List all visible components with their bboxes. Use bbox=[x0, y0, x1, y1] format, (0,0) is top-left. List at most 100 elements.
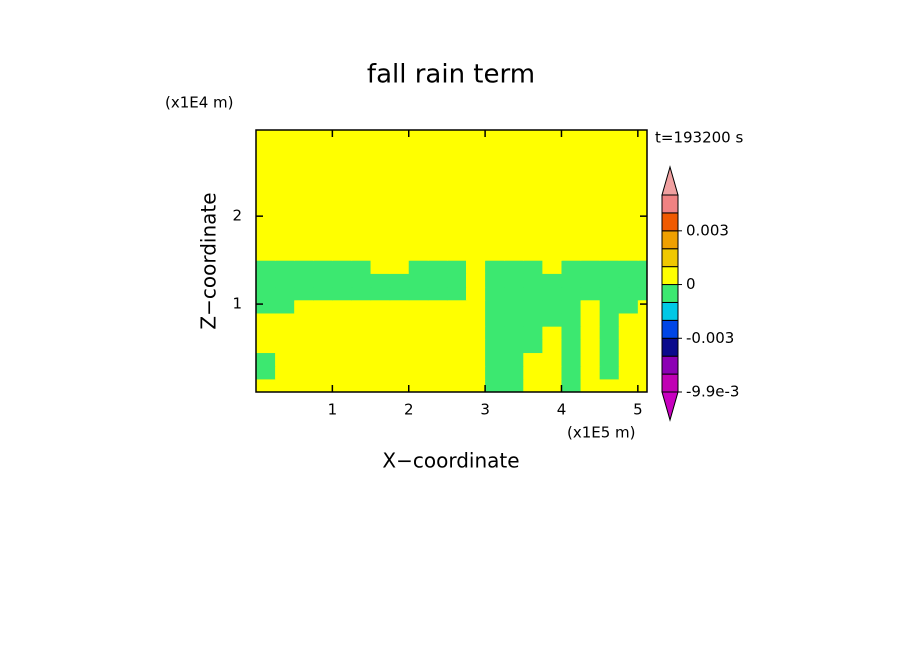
field-cell bbox=[351, 326, 372, 340]
field-cell bbox=[370, 326, 391, 340]
field-cell bbox=[504, 339, 524, 354]
colorbar-box bbox=[661, 266, 679, 286]
field-cell bbox=[294, 273, 314, 288]
field-cell bbox=[313, 233, 333, 248]
field-cell bbox=[637, 130, 647, 143]
field-cell bbox=[446, 352, 467, 367]
field-cell bbox=[466, 312, 486, 327]
field-cell bbox=[485, 233, 505, 248]
field-cell bbox=[294, 352, 314, 367]
field-cell bbox=[599, 220, 620, 235]
field-cell bbox=[504, 246, 524, 261]
field-cell bbox=[466, 273, 486, 288]
field-cell bbox=[427, 167, 448, 182]
field-cell bbox=[408, 130, 429, 143]
field-cell bbox=[637, 233, 647, 248]
field-cell bbox=[408, 246, 429, 261]
field-cell bbox=[599, 273, 620, 288]
field-cell bbox=[256, 365, 276, 380]
field-cell bbox=[466, 194, 486, 208]
field-cell bbox=[389, 141, 410, 156]
field-cell bbox=[485, 180, 505, 195]
y-tick-label: 2 bbox=[232, 207, 242, 225]
field-cell bbox=[580, 326, 601, 340]
field-cell bbox=[275, 167, 295, 182]
field-cell bbox=[523, 207, 543, 222]
field-cell bbox=[637, 352, 647, 367]
field-cell bbox=[332, 352, 353, 367]
field-cell bbox=[446, 220, 467, 235]
field-cell bbox=[561, 352, 582, 367]
field-cell bbox=[599, 299, 620, 314]
field-cell bbox=[446, 194, 467, 208]
x-unit: (x1E5 m) bbox=[567, 424, 636, 442]
field-cell bbox=[275, 352, 295, 367]
field-cell bbox=[408, 299, 429, 314]
field-cell bbox=[637, 154, 647, 169]
field-cell bbox=[618, 286, 639, 301]
field-cell bbox=[637, 286, 647, 301]
field-cell bbox=[370, 312, 391, 327]
field-cell bbox=[466, 260, 486, 274]
field-cell bbox=[256, 194, 276, 208]
field-cell bbox=[427, 180, 448, 195]
field-cell bbox=[370, 220, 391, 235]
field-cell bbox=[523, 260, 543, 274]
field-cell bbox=[332, 260, 353, 274]
field-cell bbox=[427, 154, 448, 169]
field-cell bbox=[389, 246, 410, 261]
field-cell bbox=[313, 378, 333, 392]
field-cell bbox=[294, 167, 314, 182]
field-cell bbox=[351, 130, 372, 143]
field-cell bbox=[446, 273, 467, 288]
field-cell bbox=[370, 154, 391, 169]
colorbar-label: -9.9e-3 bbox=[686, 383, 739, 401]
field-cell bbox=[580, 207, 601, 222]
y-unit: (x1E4 m) bbox=[165, 94, 234, 112]
field-cell bbox=[542, 246, 563, 261]
field-cell bbox=[389, 352, 410, 367]
field-cell bbox=[637, 299, 647, 314]
field-cell bbox=[256, 326, 276, 340]
field-cell bbox=[313, 207, 333, 222]
field-cell bbox=[542, 299, 563, 314]
colorbar-label: 0.003 bbox=[686, 221, 729, 239]
field-cell bbox=[370, 273, 391, 288]
field-cell bbox=[275, 233, 295, 248]
field-cell bbox=[313, 326, 333, 340]
colorbar-box bbox=[661, 284, 679, 303]
field-cell bbox=[275, 312, 295, 327]
field-cell bbox=[599, 365, 620, 380]
field-cell bbox=[561, 246, 582, 261]
time-label: t=193200 s bbox=[655, 129, 743, 147]
field-cell bbox=[256, 312, 276, 327]
field-cell bbox=[408, 207, 429, 222]
x-tick-label: 1 bbox=[328, 401, 338, 419]
x-axis-label: X−coordinate bbox=[382, 449, 519, 473]
field-cell bbox=[313, 220, 333, 235]
field-cell bbox=[580, 194, 601, 208]
field-cell bbox=[256, 352, 276, 367]
field-cell bbox=[580, 312, 601, 327]
field-cell bbox=[485, 246, 505, 261]
field-cell bbox=[370, 207, 391, 222]
field-cell bbox=[618, 130, 639, 143]
field-cell bbox=[389, 312, 410, 327]
field-cell bbox=[504, 220, 524, 235]
field-cell bbox=[332, 273, 353, 288]
y-axis-label: Z−coordinate bbox=[197, 192, 221, 329]
field-cell bbox=[408, 286, 429, 301]
field-cell bbox=[351, 286, 372, 301]
colorbar-over bbox=[661, 165, 679, 196]
field-cell bbox=[256, 141, 276, 156]
field-cell bbox=[313, 154, 333, 169]
field-cell bbox=[351, 233, 372, 248]
field-cell bbox=[332, 299, 353, 314]
field-cell bbox=[561, 207, 582, 222]
field-cell bbox=[313, 352, 333, 367]
field-cell bbox=[294, 130, 314, 143]
field-cell bbox=[599, 378, 620, 392]
field-cell bbox=[446, 326, 467, 340]
field-cell bbox=[446, 233, 467, 248]
field-cell bbox=[446, 365, 467, 380]
